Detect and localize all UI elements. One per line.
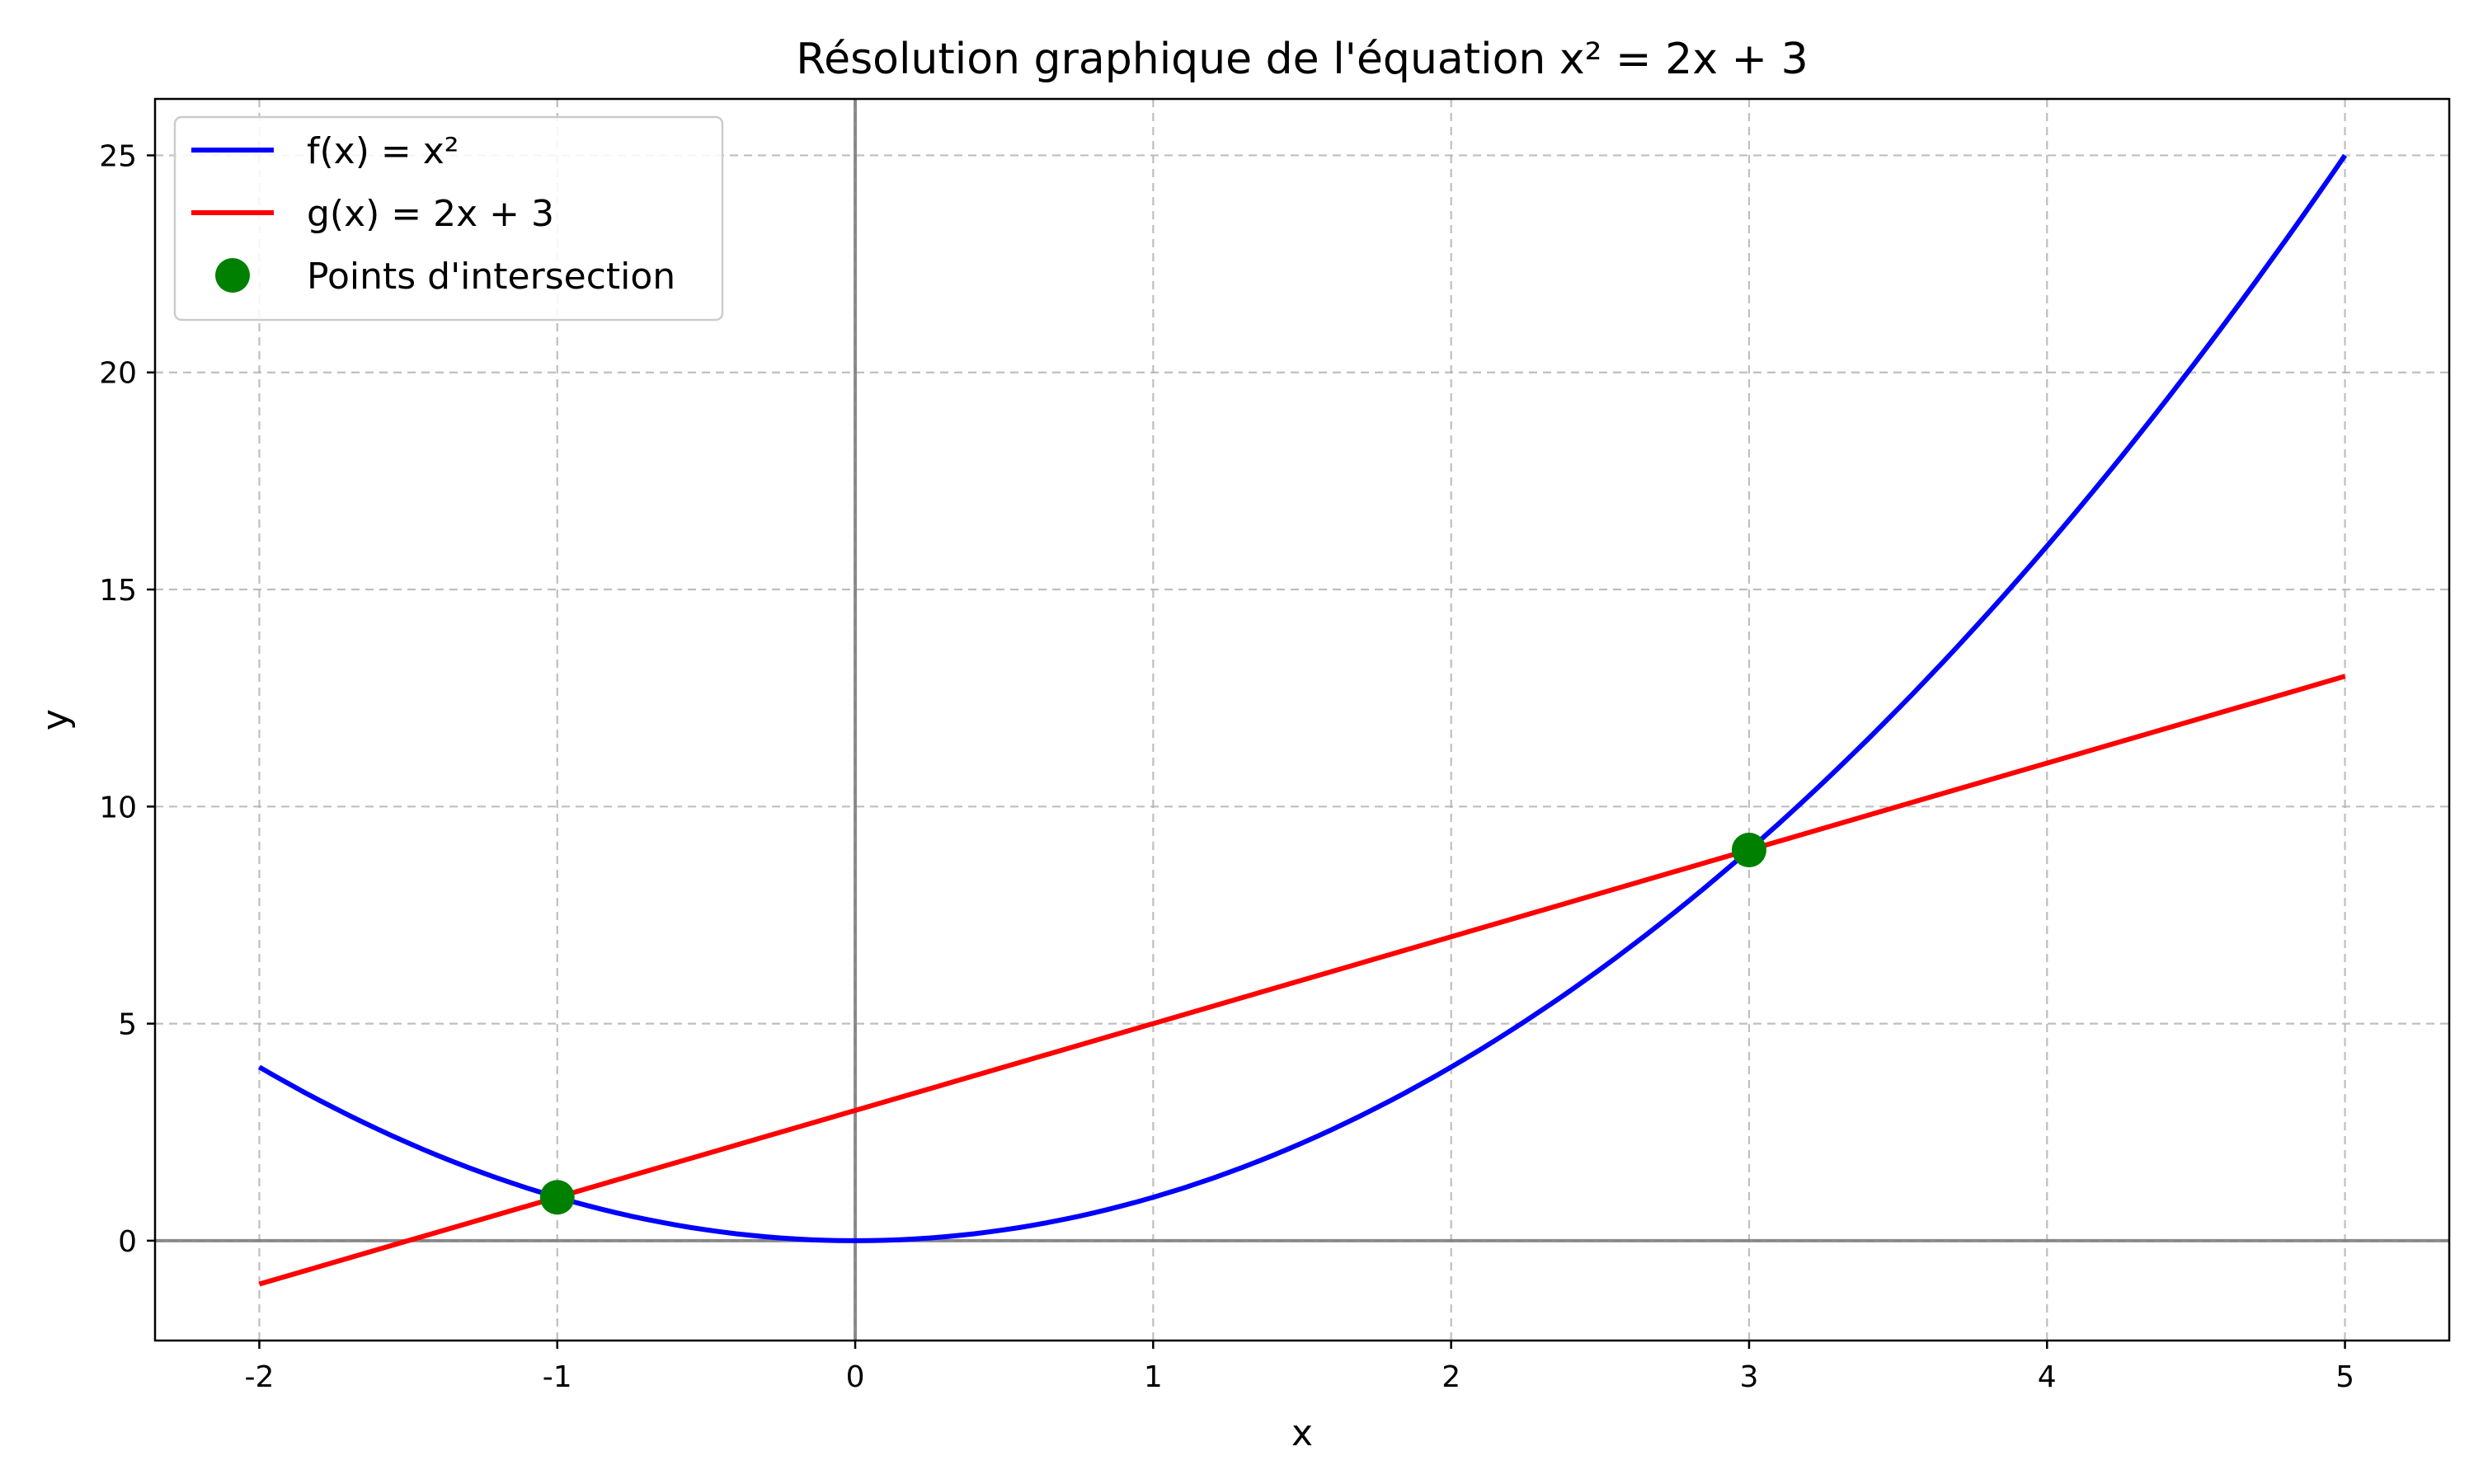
x-tick-label: -1	[543, 1360, 572, 1394]
x-tick-label: 3	[1739, 1360, 1758, 1394]
legend-label: Points d'intersection	[307, 256, 675, 298]
reference-lines	[155, 99, 2449, 1341]
y-tick-label: 15	[99, 574, 137, 608]
intersection-point	[1731, 832, 1766, 867]
x-tick-label: 4	[2038, 1360, 2057, 1394]
y-axis-ticks: 0 5 10 15 20 25	[99, 139, 155, 1259]
series-layer	[257, 153, 2347, 1287]
chart-title: Résolution graphique de l'équation x² = …	[796, 35, 1808, 84]
x-tick-label: 2	[1442, 1360, 1460, 1394]
legend-point-swatch	[215, 258, 250, 293]
legend-label: f(x) = x²	[307, 130, 459, 172]
legend: f(x) = x² g(x) = 2x + 3 Points d'intersect…	[173, 115, 724, 322]
y-tick-label: 20	[99, 357, 137, 391]
x-tick-label: 5	[2335, 1360, 2354, 1394]
x-tick-label: -2	[245, 1360, 275, 1394]
intersection-point	[539, 1180, 575, 1215]
series-line-f	[257, 153, 2347, 1243]
plot-frame	[153, 97, 2451, 1342]
legend-box	[173, 115, 724, 322]
x-axis-label: x	[1291, 1412, 1313, 1454]
y-tick-label: 0	[118, 1225, 137, 1259]
y-tick-label: 25	[99, 139, 137, 173]
legend-label: g(x) = 2x + 3	[307, 193, 554, 235]
y-axis-label: y	[35, 709, 77, 730]
x-tick-label: 0	[846, 1360, 865, 1394]
y-tick-label: 5	[118, 1008, 137, 1042]
series-line-g	[258, 674, 2346, 1287]
x-tick-label: 1	[1144, 1360, 1163, 1394]
y-tick-label: 10	[99, 791, 137, 824]
x-axis-ticks: -2 -1 0 1 2 3 4 5	[245, 1341, 2354, 1394]
